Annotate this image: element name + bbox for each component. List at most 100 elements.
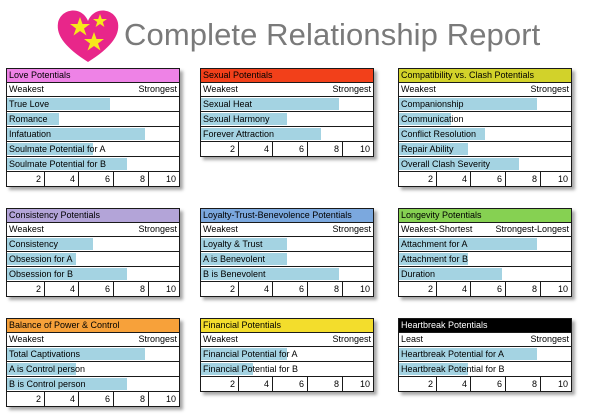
axis-tick [272,142,273,156]
metric-row: True Love [7,97,179,112]
panel-8: Financial Potentials Weakest Strongest Fina… [200,318,374,392]
scale-header: Weakest Strongest [201,333,373,347]
scale-low-label: Weakest [9,224,44,234]
metric-label: Conflict Resolution [401,129,477,139]
axis-tick-label: 6 [104,284,110,294]
panel-1: Love Potentials Weakest Strongest True Love… [6,68,180,187]
metric-label: A is Benevolent [203,254,266,264]
axis-tick [78,392,79,406]
axis-tick [44,172,45,186]
scale-high-label: Strongest [530,84,569,94]
page-title: Complete Relationship Report [124,17,541,52]
axis-tick [44,392,45,406]
scale-header: Weakest Strongest [399,83,571,97]
metric-label: Forever Attraction [203,129,275,139]
scale-high-label: Strongest [530,334,569,344]
axis-tick-label: 6 [298,284,304,294]
scale-low-label: Weakest [401,84,436,94]
metric-label: Obsession for B [9,269,74,279]
metric-row: Soulmate Potential for B [7,157,179,172]
metric-label: Soulmate Potential for B [9,159,107,169]
axis-tick-label: 2 [427,284,433,294]
scale-axis: 2 4 6 8 10 [201,142,373,156]
metric-bar [7,268,127,280]
scale-high-label: Strongest [332,84,371,94]
metric-bar [399,268,502,280]
metric-row: Repair Ability [399,142,571,157]
metric-row: Soulmate Potential for A [7,142,179,157]
panel-title: Love Potentials [7,69,179,83]
metric-label: Loyalty & Trust [203,239,263,249]
axis-tick [436,377,437,391]
metric-bar [201,238,287,250]
metric-label: Financial Potential for A [203,349,298,359]
metric-bar [201,348,287,360]
scale-low-label: Weakest [203,224,238,234]
panel-9: Heartbreak Potentials Least Strongest Heart… [398,318,572,392]
scale-high-label: Strongest [332,224,371,234]
metric-row: Infatuation [7,127,179,142]
axis-tick-label: 2 [229,379,235,389]
metric-row: Duration [399,267,571,282]
axis-tick [272,282,273,296]
metric-bar [201,98,339,110]
metric-bar [399,238,537,250]
scale-high-label: Strongest [332,334,371,344]
axis-tick-label: 8 [333,144,339,154]
axis-tick [44,282,45,296]
axis-tick-label: 2 [427,379,433,389]
axis-tick [436,282,437,296]
metric-row: Total Captivations [7,347,179,362]
metric-row: Forever Attraction [201,127,373,142]
metric-row: A is Benevolent [201,252,373,267]
panel-6: Longevity Potentials Weakest-Shortest Stro… [398,208,572,297]
scale-axis: 2 4 6 8 10 [399,377,571,391]
scale-low-label: Weakest [9,84,44,94]
metric-label: Heartbreak Potential for B [401,364,505,374]
axis-tick-label: 4 [263,379,269,389]
panel-title: Longevity Potentials [399,209,571,223]
axis-tick-label: 8 [139,174,145,184]
metric-bar [7,113,59,125]
metric-bar [7,363,76,375]
scale-high-label: Strongest [138,84,177,94]
axis-tick [505,377,506,391]
metric-bar [399,143,468,155]
scale-low-label: Weakest-Shortest [401,224,473,234]
axis-tick-label: 8 [139,394,145,404]
metric-label: Attachment for B [401,254,469,264]
metric-bar [7,348,145,360]
panel-title: Financial Potentials [201,319,373,333]
metric-row: Companionship [399,97,571,112]
scale-high-label: Strongest-Longest [495,224,569,234]
metric-bar [201,253,287,265]
metric-bar [7,378,127,390]
metric-row: Overall Clash Severity [399,157,571,172]
metric-bar [7,98,110,110]
axis-tick [470,377,471,391]
metric-bar [399,98,537,110]
axis-tick [342,142,343,156]
metric-row: Attachment for A [399,237,571,252]
metric-bar [201,363,253,375]
axis-tick-label: 10 [165,284,176,294]
metric-label: Sexual Harmony [203,114,270,124]
metric-row: Financial Potential for A [201,347,373,362]
axis-tick [436,172,437,186]
axis-tick [540,172,541,186]
axis-tick-label: 8 [531,174,537,184]
panel-title: Loyalty-Trust-Benevolence Potentials [201,209,373,223]
axis-tick [148,282,149,296]
scale-high-label: Strongest [138,224,177,234]
axis-tick-label: 8 [333,284,339,294]
scale-axis: 2 4 6 8 10 [7,282,179,296]
metric-label: Companionship [401,99,464,109]
axis-tick-label: 8 [333,379,339,389]
metric-row: Loyalty & Trust [201,237,373,252]
metric-label: Obsession for A [9,254,73,264]
axis-tick-label: 10 [359,379,370,389]
metric-label: True Love [9,99,50,109]
axis-tick-label: 6 [298,379,304,389]
axis-tick-label: 6 [496,284,502,294]
axis-tick-label: 10 [557,174,568,184]
